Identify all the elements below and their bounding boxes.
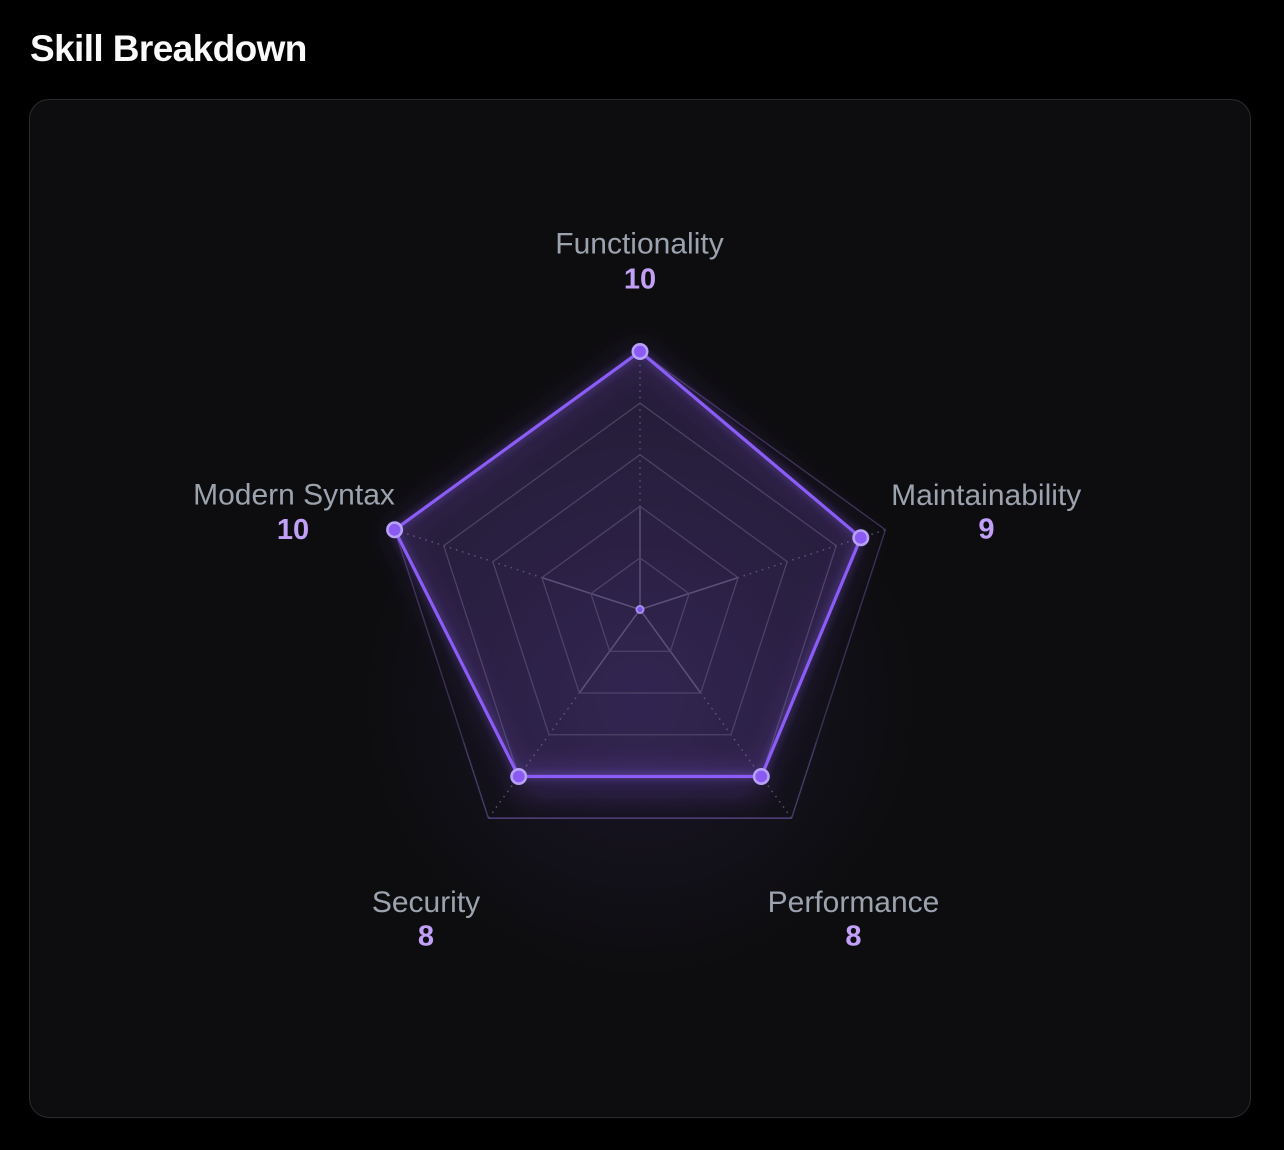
svg-text:10: 10 [624, 264, 656, 296]
svg-text:8: 8 [845, 920, 861, 952]
svg-text:Security: Security [372, 886, 480, 919]
svg-text:10: 10 [277, 514, 309, 546]
svg-text:Maintainability: Maintainability [891, 479, 1081, 512]
svg-text:Performance: Performance [768, 886, 940, 919]
svg-text:9: 9 [978, 514, 994, 546]
svg-text:Functionality: Functionality [555, 227, 723, 260]
svg-text:Modern Syntax: Modern Syntax [193, 479, 395, 512]
svg-text:8: 8 [418, 920, 434, 952]
